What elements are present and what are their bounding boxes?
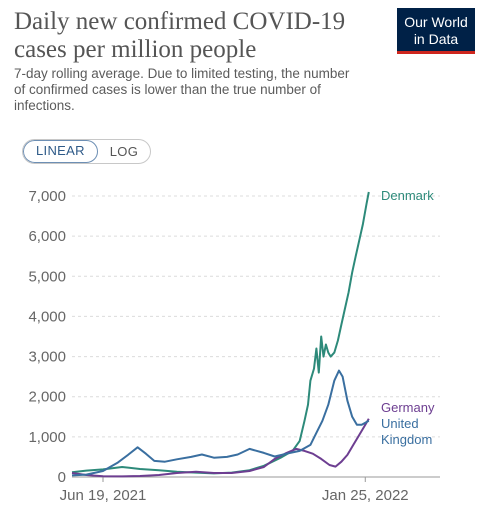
y-tick-label: 3,000	[28, 349, 66, 366]
x-axis-ticks: Jun 19, 2021 Jan 25, 2022	[60, 477, 409, 504]
series-lines	[71, 191, 370, 478]
y-tick-label: 4,000	[28, 308, 66, 325]
series-label-united-kingdom[interactable]: United Kingdom	[381, 416, 432, 447]
y-tick-label: 2,000	[28, 389, 66, 406]
series-line-denmark[interactable]	[71, 191, 370, 475]
series-label-germany[interactable]: Germany	[381, 400, 435, 415]
y-tick-label: 1,000	[28, 429, 66, 446]
y-tick-label: 5,000	[28, 268, 66, 285]
x-tick-label: Jun 19, 2021	[60, 487, 147, 504]
series-label-denmark[interactable]: Denmark	[381, 188, 434, 203]
log-button[interactable]: LOG	[109, 144, 139, 159]
scale-toggle: LINEAR LOG	[22, 139, 152, 164]
series-line-united-kingdom[interactable]	[71, 369, 370, 477]
owid-logo[interactable]: Our World in Data	[397, 8, 475, 54]
gridlines	[72, 195, 440, 478]
y-tick-label: 7,000	[28, 188, 66, 205]
chart-title: Daily new confirmed COVID-19 cases per m…	[14, 8, 346, 63]
x-tick-label: Jan 25, 2022	[322, 487, 409, 504]
y-axis-ticks: 0 1,000 2,000 3,000 4,000 5,000 6,000 7,000	[28, 188, 66, 486]
linear-button[interactable]: LINEAR	[23, 140, 98, 163]
y-tick-label: 0	[58, 469, 66, 486]
y-tick-label: 6,000	[28, 228, 66, 245]
chart-subtitle: 7-day rolling average. Due to limited te…	[14, 66, 350, 113]
